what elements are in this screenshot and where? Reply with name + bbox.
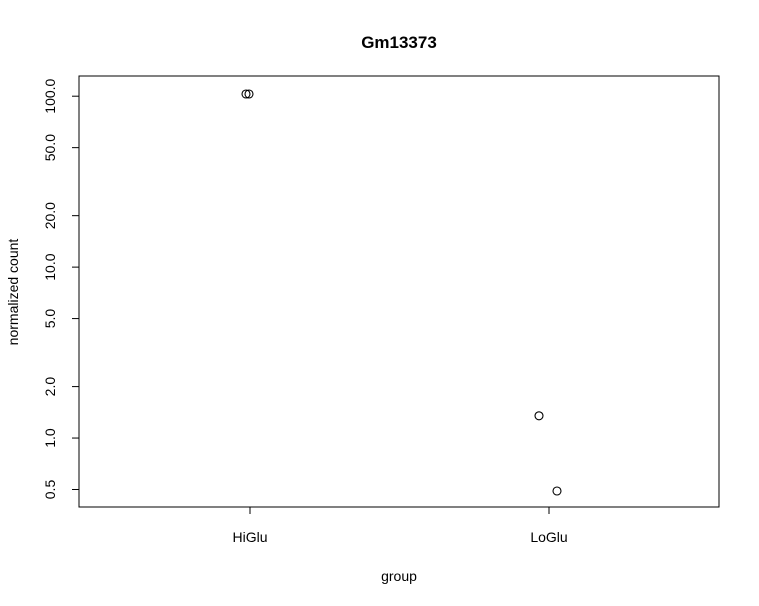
y-axis: 0.5 1.0 2.0 5.0 10.0 20.0 50.0 100.0: [42, 78, 80, 500]
y-tick-label: 20.0: [42, 202, 58, 229]
y-tick-label: 10.0: [42, 253, 58, 280]
y-tick-label: 5.0: [42, 309, 58, 329]
y-tick-label: 100.0: [42, 78, 58, 113]
y-tick-label: 2.0: [42, 377, 58, 397]
plot-box: [78, 75, 720, 508]
x-axis-label: group: [381, 568, 417, 584]
data-point-higlu: [241, 89, 251, 99]
x-tick-label-loglu: LoGlu: [530, 529, 567, 545]
chart-title: Gm13373: [361, 33, 437, 52]
data-point-loglu: [534, 411, 544, 421]
y-tick-label: 50.0: [42, 134, 58, 161]
data-point-loglu: [552, 486, 562, 496]
data-point-higlu: [244, 89, 254, 99]
y-axis-label: normalized count: [5, 239, 21, 346]
y-tick-label: 0.5: [42, 480, 58, 500]
y-tick-label: 1.0: [42, 428, 58, 448]
x-axis: HiGlu LoGlu: [232, 507, 568, 545]
x-tick-label-higlu: HiGlu: [232, 529, 267, 545]
points-layer: [241, 89, 562, 496]
